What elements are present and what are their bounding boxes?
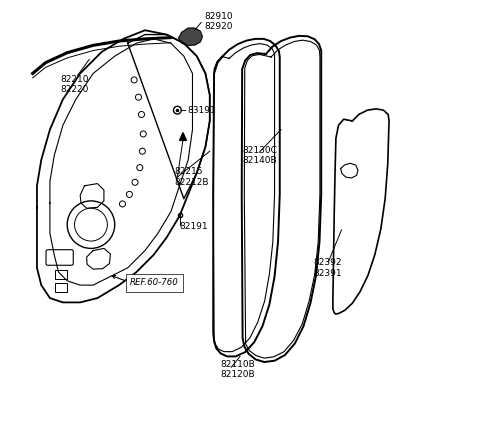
Text: 83191: 83191 [187, 106, 216, 114]
Text: 82110B
82120B: 82110B 82120B [221, 360, 255, 379]
Polygon shape [179, 28, 203, 45]
Text: 82130C
82140B: 82130C 82140B [242, 146, 277, 165]
Text: 82191: 82191 [180, 222, 208, 231]
Bar [55, 283, 67, 292]
Polygon shape [180, 133, 186, 140]
Text: 82215
82212B: 82215 82212B [174, 168, 209, 187]
Text: 82910
82920: 82910 82920 [204, 12, 233, 31]
Bar [55, 270, 67, 279]
Text: 82392
82391: 82392 82391 [313, 258, 342, 277]
Text: 82210
82220: 82210 82220 [60, 75, 89, 94]
Text: REF.60-760: REF.60-760 [130, 279, 179, 287]
